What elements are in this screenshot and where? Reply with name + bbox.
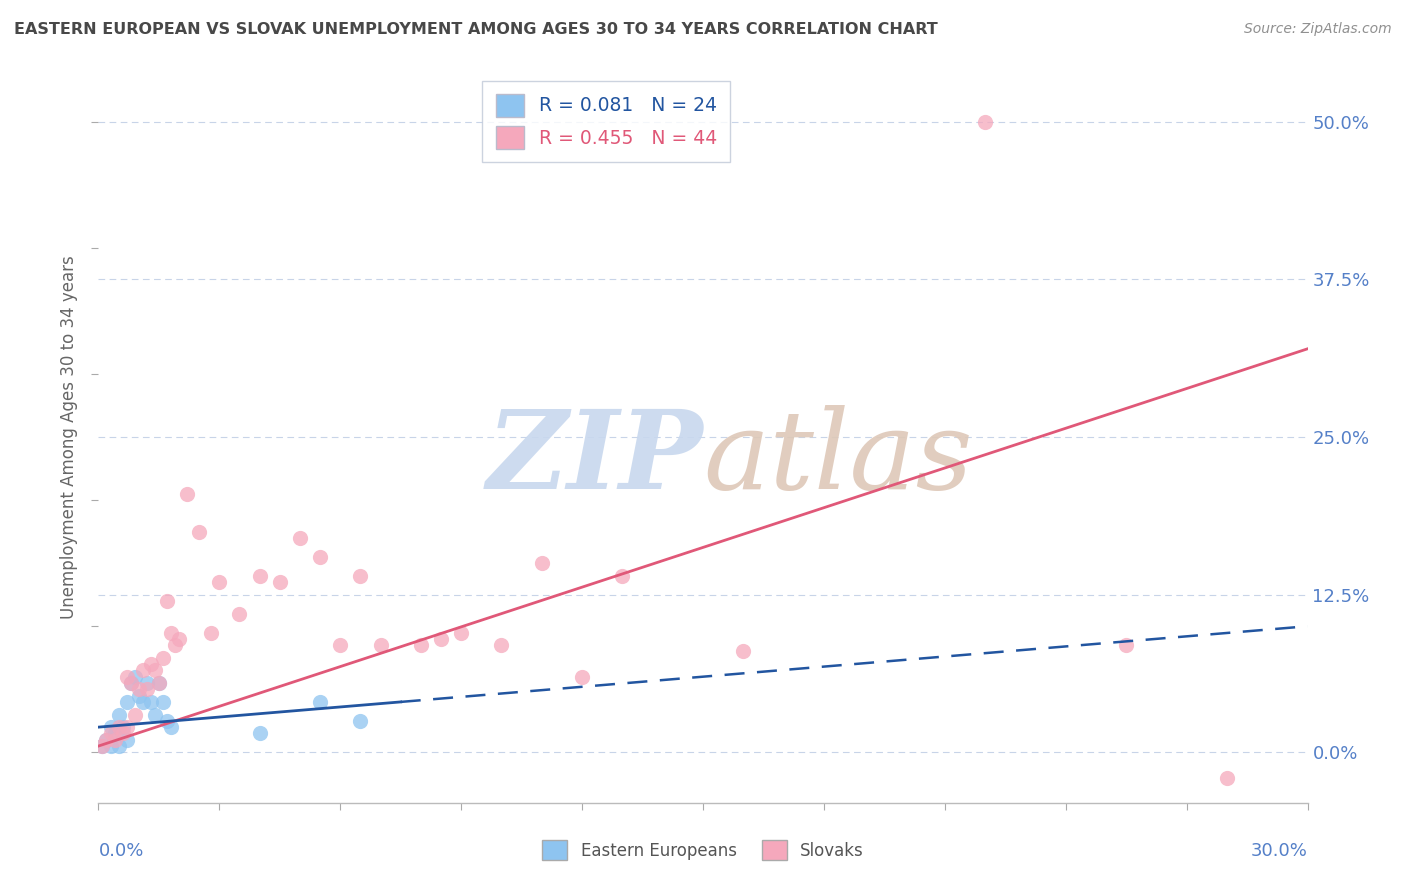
Text: ZIP: ZIP (486, 405, 703, 513)
Point (124, 670, 146, 684)
Point (143, 707, 166, 722)
Point (249, 569, 271, 583)
Point (571, 670, 593, 684)
Point (107, 720, 129, 734)
Point (139, 695, 162, 709)
Legend: Eastern Europeans, Slovaks: Eastern Europeans, Slovaks (543, 840, 863, 860)
Y-axis label: Unemployment Among Ages 30 to 34 years: Unemployment Among Ages 30 to 34 years (59, 255, 77, 619)
Point (491, 638, 513, 652)
Point (733, 644, 755, 658)
Point (163, 638, 186, 652)
Point (115, 732, 138, 747)
Text: 0.0%: 0.0% (98, 842, 143, 860)
Text: EASTERN EUROPEAN VS SLOVAK UNEMPLOYMENT AMONG AGES 30 TO 34 YEARS CORRELATION CH: EASTERN EUROPEAN VS SLOVAK UNEMPLOYMENT … (14, 22, 938, 37)
Point (974, 115, 997, 129)
Point (188, 524, 211, 539)
Point (100, 726, 122, 740)
Point (91, 739, 114, 753)
Point (167, 632, 190, 646)
Point (132, 695, 155, 709)
Point (107, 707, 129, 722)
Point (208, 575, 231, 590)
Point (135, 682, 157, 697)
Point (176, 487, 198, 501)
Point (107, 739, 129, 753)
Point (152, 650, 174, 665)
Point (120, 676, 142, 690)
Point (409, 638, 432, 652)
Point (96, 732, 118, 747)
Point (430, 632, 453, 646)
Point (135, 676, 157, 690)
Point (160, 720, 183, 734)
Point (530, 556, 553, 570)
Point (115, 670, 138, 684)
Point (156, 714, 179, 728)
Point (124, 707, 146, 722)
Point (100, 739, 122, 753)
Point (103, 732, 125, 747)
Point (349, 714, 371, 728)
Point (329, 638, 352, 652)
Point (1115, 638, 1137, 652)
Text: atlas: atlas (703, 405, 973, 513)
Point (128, 682, 150, 697)
Point (309, 695, 332, 709)
Point (148, 676, 170, 690)
Text: Source: ZipAtlas.com: Source: ZipAtlas.com (1244, 22, 1392, 37)
Text: 30.0%: 30.0% (1251, 842, 1308, 860)
Point (120, 676, 142, 690)
Point (228, 607, 250, 621)
Point (115, 695, 138, 709)
Point (249, 726, 271, 740)
Point (91, 739, 114, 753)
Point (269, 575, 291, 590)
Point (1216, 771, 1239, 785)
Point (612, 569, 634, 583)
Point (200, 625, 222, 640)
Point (132, 664, 155, 678)
Point (152, 695, 174, 709)
Point (128, 689, 150, 703)
Point (143, 664, 166, 678)
Point (156, 594, 179, 608)
Point (309, 549, 332, 564)
Point (148, 676, 170, 690)
Point (450, 625, 472, 640)
Point (160, 625, 183, 640)
Point (139, 657, 162, 671)
Point (103, 726, 125, 740)
Point (370, 638, 392, 652)
Point (115, 720, 138, 734)
Point (288, 531, 311, 545)
Point (111, 726, 134, 740)
Point (100, 720, 122, 734)
Point (349, 569, 371, 583)
Point (96, 732, 118, 747)
Point (111, 720, 134, 734)
